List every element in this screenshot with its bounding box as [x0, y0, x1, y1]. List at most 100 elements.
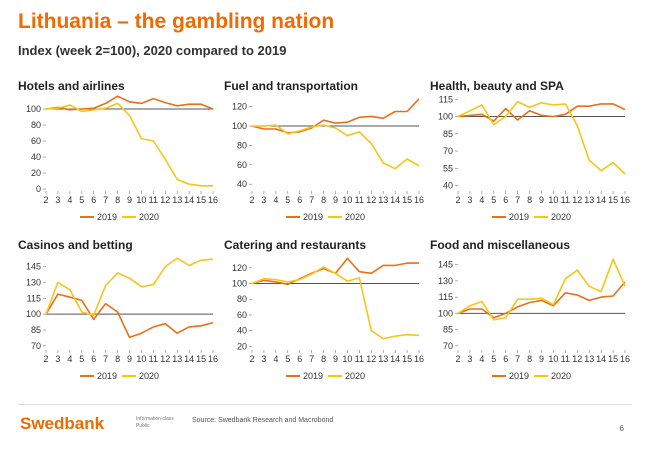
y-tick-label: 80: [237, 140, 247, 150]
x-tick-label: 6: [297, 195, 302, 205]
y-tick-label: 100: [232, 121, 247, 131]
x-tick-label: 6: [91, 354, 96, 364]
chart-title: Casinos and betting: [18, 238, 133, 252]
y-tick-label: 120: [232, 263, 247, 273]
y-tick-label: 60: [31, 136, 41, 146]
y-tick-label: 130: [438, 276, 453, 286]
x-tick-label: 5: [285, 354, 290, 364]
y-tick-label: 100: [438, 112, 453, 122]
x-tick-label: 10: [548, 195, 558, 205]
series-line-2020: [45, 102, 213, 187]
chart-panel-fuel: Fuel and transportation 40 60 80 100 120 2 3 4 5…: [224, 79, 429, 239]
x-tick-label: 4: [479, 195, 484, 205]
legend-label: 2019: [303, 371, 323, 381]
chart-title: Food and miscellaneous: [430, 238, 571, 252]
series-line-2020: [457, 100, 626, 175]
x-tick-label: 3: [55, 195, 60, 205]
y-tick-label: 0: [36, 184, 41, 194]
x-tick-label: 16: [620, 354, 630, 364]
x-tick-label: 2: [249, 195, 254, 205]
x-tick-label: 9: [333, 195, 338, 205]
x-tick-label: 4: [273, 195, 278, 205]
x-tick-label: 7: [309, 354, 314, 364]
x-tick-label: 10: [136, 195, 146, 205]
x-tick-label: 7: [515, 195, 520, 205]
y-tick-label: 60: [237, 310, 247, 320]
x-tick-label: 12: [366, 195, 376, 205]
y-tick-label: 40: [237, 326, 247, 336]
x-tick-label: 11: [149, 195, 158, 205]
chart-panel-food: Food and miscellaneous 70 85 100 115 130 145 2…: [430, 238, 635, 398]
x-tick-label: 2: [455, 354, 460, 364]
y-tick-label: 145: [26, 262, 41, 272]
x-tick-label: 14: [596, 354, 606, 364]
chart-svg: 40 55 70 85 100 115 2 3 4 5 6 7 8 9 10 11 12 13 14 15 16 2019…: [438, 94, 630, 222]
x-tick-label: 15: [608, 195, 618, 205]
y-tick-label: 70: [443, 341, 453, 351]
legend-label: 2019: [509, 371, 529, 381]
source-note: Source: Swedbank Research and Macrobond: [192, 417, 334, 424]
legend-label: 2020: [551, 371, 571, 381]
y-tick-label: 40: [237, 179, 247, 189]
y-tick-label: 55: [443, 163, 453, 173]
x-tick-label: 4: [273, 354, 278, 364]
information-class: Information class Public: [136, 416, 174, 430]
x-tick-label: 3: [261, 195, 266, 205]
x-tick-label: 6: [503, 195, 508, 205]
y-tick-label: 130: [26, 277, 41, 287]
x-tick-label: 8: [321, 195, 326, 205]
x-tick-label: 7: [309, 195, 314, 205]
x-tick-label: 8: [527, 195, 532, 205]
x-tick-label: 15: [196, 354, 206, 364]
y-tick-label: 20: [237, 341, 247, 351]
x-tick-label: 5: [491, 195, 496, 205]
chart-title: Health, beauty and SPA: [430, 79, 564, 93]
series-line-2020: [45, 257, 214, 317]
x-tick-label: 16: [208, 195, 218, 205]
chart-svg: 20 40 60 80 100 120 2 3 4 5 6 7 8 9 10 11 12 13 14 15 16 2019…: [232, 257, 424, 381]
y-tick-label: 115: [439, 94, 453, 104]
chart-svg: 70 85 100 115 130 145 2 3 4 5 6 7 8 9 10 11 12 13 14 15 16 20…: [26, 257, 218, 381]
chart-svg: 40 60 80 100 120 2 3 4 5 6 7 8 9 10 11 12 13 14 15 16 2019 20…: [232, 98, 424, 222]
x-tick-label: 6: [503, 354, 508, 364]
x-tick-label: 8: [115, 354, 120, 364]
x-tick-label: 9: [333, 354, 338, 364]
legend-label: 2020: [551, 212, 571, 222]
x-tick-label: 14: [184, 195, 194, 205]
x-tick-label: 11: [355, 354, 364, 364]
x-tick-label: 10: [548, 354, 558, 364]
x-tick-label: 12: [572, 354, 582, 364]
x-tick-label: 8: [115, 195, 120, 205]
y-tick-label: 85: [443, 129, 453, 139]
x-tick-label: 10: [136, 354, 146, 364]
x-tick-label: 2: [455, 195, 460, 205]
x-tick-label: 3: [55, 354, 60, 364]
x-tick-label: 8: [527, 354, 532, 364]
x-tick-label: 5: [491, 354, 496, 364]
series-line-2019: [45, 95, 214, 111]
x-tick-label: 11: [355, 195, 364, 205]
legend-label: 2019: [509, 212, 529, 222]
legend-label: 2020: [345, 371, 365, 381]
x-tick-label: 15: [608, 354, 618, 364]
x-tick-label: 13: [378, 195, 388, 205]
y-tick-label: 70: [443, 146, 453, 156]
y-tick-label: 115: [27, 293, 41, 303]
chart-title: Catering and restaurants: [224, 238, 367, 252]
y-tick-label: 85: [443, 325, 453, 335]
y-tick-label: 100: [438, 308, 453, 318]
x-tick-label: 6: [91, 195, 96, 205]
x-tick-label: 2: [249, 354, 254, 364]
x-tick-label: 6: [297, 354, 302, 364]
x-tick-label: 5: [79, 195, 84, 205]
x-tick-label: 4: [67, 195, 72, 205]
y-tick-label: 100: [232, 279, 247, 289]
x-tick-label: 14: [184, 354, 194, 364]
x-tick-label: 12: [160, 195, 170, 205]
x-tick-label: 16: [620, 195, 630, 205]
y-tick-label: 40: [31, 152, 41, 162]
x-tick-label: 14: [596, 195, 606, 205]
x-tick-label: 11: [561, 195, 570, 205]
x-tick-label: 3: [467, 195, 472, 205]
x-tick-label: 9: [539, 354, 544, 364]
